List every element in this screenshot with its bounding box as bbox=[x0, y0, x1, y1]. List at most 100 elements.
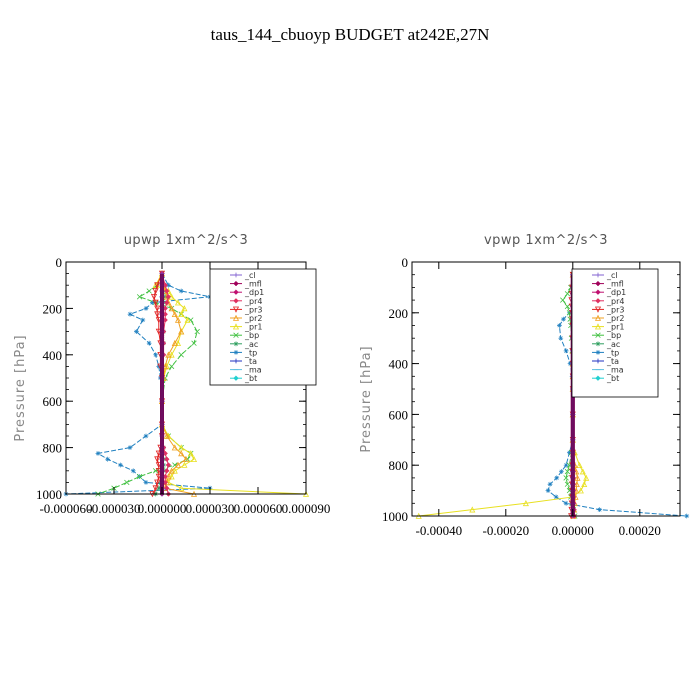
legend-item: _ac bbox=[230, 340, 258, 349]
data-point-pr3 bbox=[150, 293, 158, 301]
legend-label: _cl bbox=[244, 271, 256, 280]
data-point-pr1 bbox=[576, 461, 583, 469]
legend-label: _tp bbox=[244, 348, 257, 357]
legend-item: _ta bbox=[592, 357, 619, 366]
data-point-pr3 bbox=[152, 299, 159, 306]
data-point-pr2 bbox=[171, 444, 178, 451]
data-point-pr2 bbox=[163, 432, 170, 439]
data-point-pr1 bbox=[522, 500, 529, 507]
legend-item: _pr3 bbox=[230, 305, 262, 314]
x-tick-label: 0.000000 bbox=[138, 501, 187, 516]
data-point-pr2 bbox=[171, 339, 178, 347]
legend-item: _ma bbox=[592, 366, 624, 375]
legend-swatch-marker bbox=[594, 314, 602, 321]
x-tick-label: -0.00040 bbox=[416, 523, 463, 538]
x-tick-label: -0.000060 bbox=[39, 501, 92, 516]
legend-item: _ac bbox=[592, 340, 620, 349]
legend-swatch-marker bbox=[233, 298, 239, 304]
legend-swatch-marker bbox=[595, 332, 601, 338]
legend-box bbox=[209, 268, 317, 386]
panel-title: vpwp 1xm^2/s^3 bbox=[484, 233, 608, 248]
data-point-tp bbox=[178, 288, 184, 294]
legend-label: _pr2 bbox=[244, 314, 262, 323]
data-point-tp bbox=[143, 306, 149, 311]
x-tick-label: -0.000030 bbox=[87, 501, 140, 516]
x-tick-label: 0.000090 bbox=[282, 501, 331, 516]
legend-item: _pr1 bbox=[230, 323, 262, 332]
x-tick-label: 0.00020 bbox=[619, 523, 661, 538]
legend-item: _bp bbox=[230, 331, 259, 340]
legend-swatch-marker bbox=[595, 350, 601, 355]
legend-item: _tp bbox=[592, 348, 619, 357]
legend-label: _mfl bbox=[606, 280, 624, 289]
legend-swatch-marker bbox=[232, 306, 240, 313]
data-point-bp bbox=[564, 481, 571, 487]
y-tick-label: 600 bbox=[389, 407, 409, 422]
data-point-tp bbox=[597, 507, 602, 513]
legend-label: _bt bbox=[244, 374, 257, 383]
data-point-pr1 bbox=[178, 310, 185, 318]
data-point-bp bbox=[168, 363, 175, 370]
data-point-pr4 bbox=[164, 288, 170, 294]
data-point-pr1 bbox=[581, 480, 588, 488]
legend-label: _ta bbox=[606, 357, 619, 366]
data-point-pr2 bbox=[174, 316, 182, 323]
data-point-tp bbox=[166, 282, 171, 288]
data-point-bp bbox=[564, 468, 571, 475]
legend-item: _pr4 bbox=[230, 297, 262, 306]
legend-swatch-marker bbox=[595, 341, 601, 347]
data-point-pr1 bbox=[181, 461, 188, 468]
y-tick-label: 400 bbox=[43, 348, 63, 363]
data-point-pr3 bbox=[154, 282, 161, 289]
y-tick-label: 800 bbox=[43, 441, 63, 456]
data-point-pr2 bbox=[174, 461, 182, 468]
legend-box bbox=[571, 268, 659, 398]
data-point-bp bbox=[564, 291, 571, 297]
data-point-bp bbox=[178, 352, 184, 358]
data-point-tp bbox=[547, 481, 553, 487]
data-point-pr1 bbox=[171, 467, 178, 474]
legend-label: _pr3 bbox=[606, 305, 624, 314]
data-point-pr1 bbox=[187, 450, 194, 457]
x-tick-label: 0.00000 bbox=[552, 523, 594, 538]
data-point-pr2 bbox=[178, 450, 185, 457]
data-point-bp bbox=[564, 303, 571, 310]
data-point-pr2 bbox=[178, 328, 185, 335]
legend-swatch-marker bbox=[595, 358, 601, 364]
legend-label: _ma bbox=[606, 366, 624, 375]
legend-swatch-marker bbox=[233, 280, 239, 287]
legend-label: _mfl bbox=[244, 280, 262, 289]
legend-swatch-marker bbox=[233, 341, 239, 347]
data-point-tp bbox=[153, 352, 158, 358]
legend: _cl_mfl_dp1_pr4_pr3_pr2_pr1_bp_ac_tp_ta_… bbox=[209, 268, 317, 386]
legend-swatch-marker bbox=[595, 280, 601, 287]
legend-swatch-marker bbox=[233, 332, 239, 338]
data-point-tp bbox=[127, 445, 133, 450]
data-point-tp bbox=[118, 462, 123, 468]
legend-swatch-marker bbox=[233, 358, 239, 364]
data-point-pr1 bbox=[583, 474, 590, 481]
legend-item: _tp bbox=[230, 348, 257, 357]
legend-item: _bp bbox=[592, 331, 621, 340]
data-point-ac bbox=[156, 485, 162, 491]
y-axis-label: Pressure [hPa] bbox=[13, 334, 28, 441]
data-point-bp bbox=[560, 297, 566, 303]
data-point-tp bbox=[554, 475, 560, 481]
data-point-pr2 bbox=[574, 474, 581, 481]
legend-label: _pr3 bbox=[244, 305, 262, 314]
legend-label: _tp bbox=[606, 348, 619, 357]
legend-item: _dp1 bbox=[592, 288, 626, 297]
legend-swatch-marker bbox=[594, 323, 602, 330]
data-point-bp bbox=[146, 288, 152, 294]
data-point-pr3 bbox=[154, 456, 161, 463]
legend-item: _pr3 bbox=[592, 305, 624, 314]
data-point-pr1 bbox=[168, 473, 175, 480]
legend-label: _ac bbox=[244, 340, 258, 349]
data-point-bp bbox=[124, 479, 130, 486]
legend-label: _bp bbox=[606, 331, 621, 340]
data-point-tp bbox=[105, 456, 110, 462]
panel-title: upwp 1xm^2/s^3 bbox=[124, 233, 249, 248]
legend-item: _pr4 bbox=[592, 297, 624, 306]
data-point-pr3 bbox=[154, 311, 161, 318]
y-tick-label: 0 bbox=[402, 255, 409, 270]
